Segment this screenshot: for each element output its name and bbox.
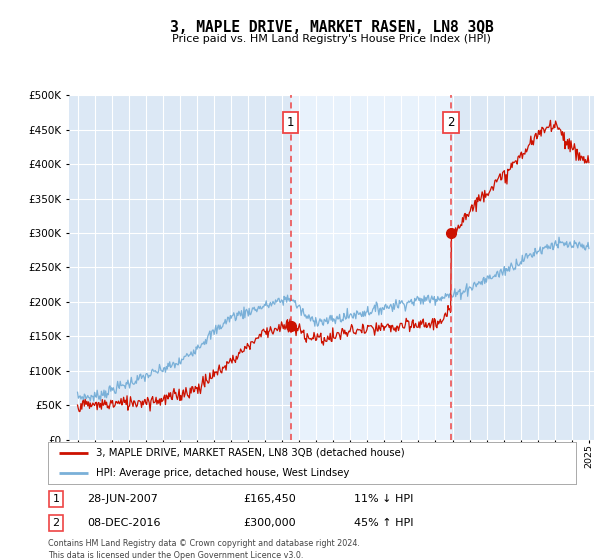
Text: 11% ↓ HPI: 11% ↓ HPI — [354, 494, 413, 504]
Text: 45% ↑ HPI: 45% ↑ HPI — [354, 517, 414, 528]
Bar — [290, 95, 451, 440]
Text: 1: 1 — [52, 494, 59, 504]
Text: HPI: Average price, detached house, West Lindsey: HPI: Average price, detached house, West… — [95, 468, 349, 478]
Text: £300,000: £300,000 — [244, 517, 296, 528]
Text: 3, MAPLE DRIVE, MARKET RASEN, LN8 3QB: 3, MAPLE DRIVE, MARKET RASEN, LN8 3QB — [170, 20, 493, 35]
Text: 2: 2 — [52, 517, 59, 528]
Text: 08-DEC-2016: 08-DEC-2016 — [88, 517, 161, 528]
Text: Contains HM Land Registry data © Crown copyright and database right 2024.
This d: Contains HM Land Registry data © Crown c… — [48, 539, 360, 559]
Text: 28-JUN-2007: 28-JUN-2007 — [88, 494, 158, 504]
Text: £165,450: £165,450 — [244, 494, 296, 504]
Text: 1: 1 — [287, 116, 295, 129]
Text: 3, MAPLE DRIVE, MARKET RASEN, LN8 3QB (detached house): 3, MAPLE DRIVE, MARKET RASEN, LN8 3QB (d… — [95, 448, 404, 458]
Text: 2: 2 — [448, 116, 455, 129]
Text: Price paid vs. HM Land Registry's House Price Index (HPI): Price paid vs. HM Land Registry's House … — [172, 34, 491, 44]
